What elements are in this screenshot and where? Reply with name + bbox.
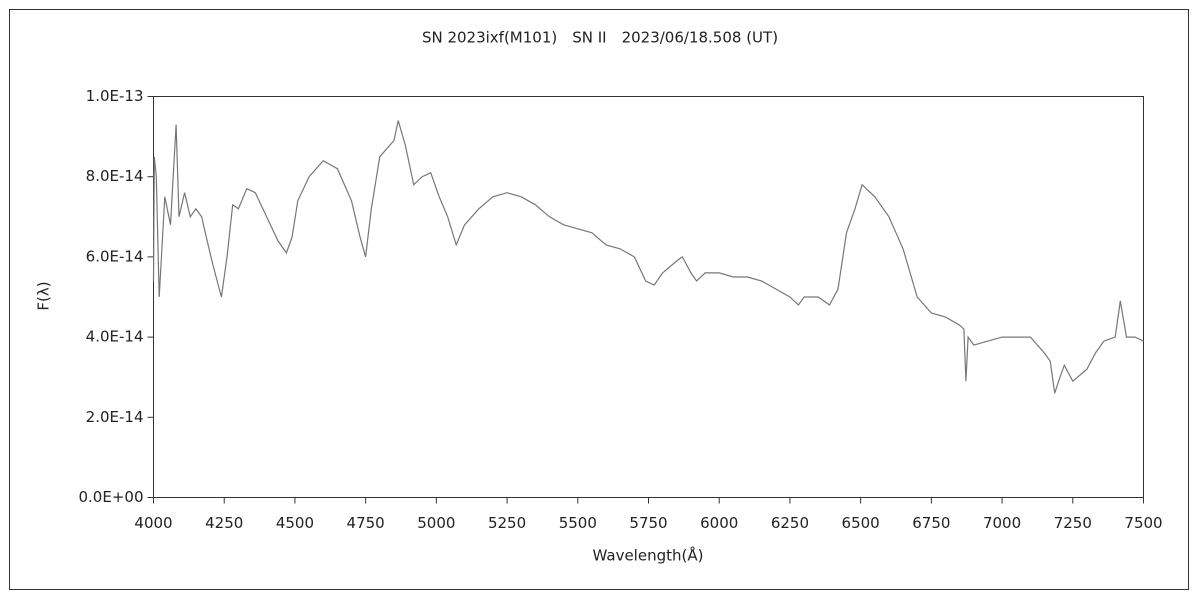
x-tick-label: 4000 (134, 514, 172, 532)
x-tick-label: 6250 (771, 514, 809, 532)
spectrum-line (152, 120, 1144, 394)
x-tick-label: 6000 (700, 514, 738, 532)
chart-title: SN 2023ixf(M101) SN II 2023/06/18.508 (U… (422, 29, 778, 47)
x-tick-label: 5250 (488, 514, 526, 532)
x-axis-label: Wavelength(Å) (593, 546, 704, 565)
y-tick-label: 8.0E-14 (86, 167, 144, 185)
y-tick-label: 4.0E-14 (86, 328, 144, 346)
y-tick-label: 6.0E-14 (86, 247, 144, 265)
y-tick-label: 2.0E-14 (86, 408, 144, 426)
x-tick-label: 7500 (1124, 514, 1162, 532)
plot-area (153, 96, 1144, 498)
x-tick-label: 7250 (1054, 514, 1092, 532)
x-tick-label: 5000 (417, 514, 455, 532)
x-tick-label: 4750 (347, 514, 385, 532)
frame (9, 9, 1189, 590)
x-tick-label: 4500 (276, 514, 314, 532)
x-tick-label: 6500 (842, 514, 880, 532)
x-tick-label: 5500 (559, 514, 597, 532)
x-tick-label: 5750 (629, 514, 667, 532)
y-tick-label: 0.0E+00 (79, 488, 144, 506)
x-tick-label: 4250 (205, 514, 243, 532)
x-tick-label: 7000 (983, 514, 1021, 532)
y-axis-label: F(λ) (35, 281, 53, 310)
y-tick-label: 1.0E-13 (86, 87, 144, 105)
x-tick-label: 6750 (912, 514, 950, 532)
